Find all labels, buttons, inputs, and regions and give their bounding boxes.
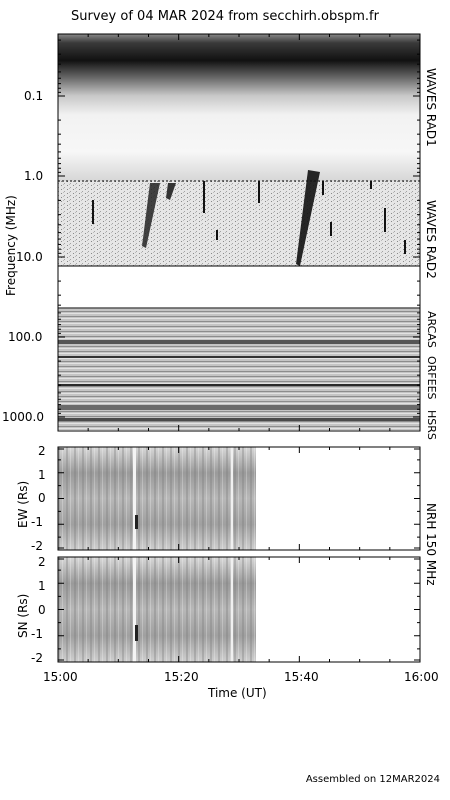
ytick-label-1000-0: 1000.0 [2, 410, 44, 424]
ew-tick-0: 0 [38, 491, 46, 505]
xtick-label-1520: 15:20 [164, 670, 199, 684]
ytick-label-1-0: 1.0 [24, 169, 44, 183]
ew-tick-1: 1 [38, 468, 46, 482]
instrument-label-rad2: WAVES RAD2 [424, 200, 438, 279]
nrh-label: NRH 150 MHz [424, 503, 438, 586]
nrh-ew-ylabel: EW (Rs) [16, 480, 30, 528]
instrument-label-hsrs: HSRS [425, 410, 438, 440]
nrh-ew-panel [57, 446, 421, 551]
nrh-sn-ylabel: SN (Rs) [16, 593, 30, 638]
nrh-sn-panel [57, 556, 421, 663]
instrument-label-arcas: ARCAS [425, 311, 438, 348]
ytick-label-10-0: 10.0 [16, 250, 43, 264]
sn-tick-m1: -1 [31, 627, 43, 641]
page-title: Survey of 04 MAR 2024 from secchirh.obsp… [71, 9, 379, 24]
ytick-label-0-1: 0.1 [24, 89, 44, 103]
dynamic-spectrum-panel [57, 33, 421, 432]
instrument-label-rad1: WAVES RAD1 [424, 68, 438, 147]
xtick-label-1500: 15:00 [43, 670, 78, 684]
assembled-footer: Assembled on 12MAR2024 [305, 774, 440, 785]
sn-tick-0: 0 [38, 603, 46, 617]
axes [57, 34, 421, 662]
ew-tick-2: 2 [38, 444, 46, 458]
xtick-label-1540: 15:40 [284, 670, 319, 684]
sn-tick-1: 1 [38, 579, 46, 593]
ew-tick-m2: -2 [31, 539, 43, 553]
sn-tick-m2: -2 [31, 651, 43, 665]
xaxis-label: Time (UT) [208, 686, 267, 700]
sn-tick-2: 2 [38, 555, 46, 569]
instrument-label-orfees: ORFEES [425, 356, 438, 400]
xtick-label-1600: 16:00 [404, 670, 439, 684]
ytick-label-100-0: 100.0 [8, 330, 43, 344]
ew-tick-m1: -1 [31, 515, 43, 529]
dynamic-spectrum-ylabel: Frequency (MHz) [4, 195, 18, 296]
